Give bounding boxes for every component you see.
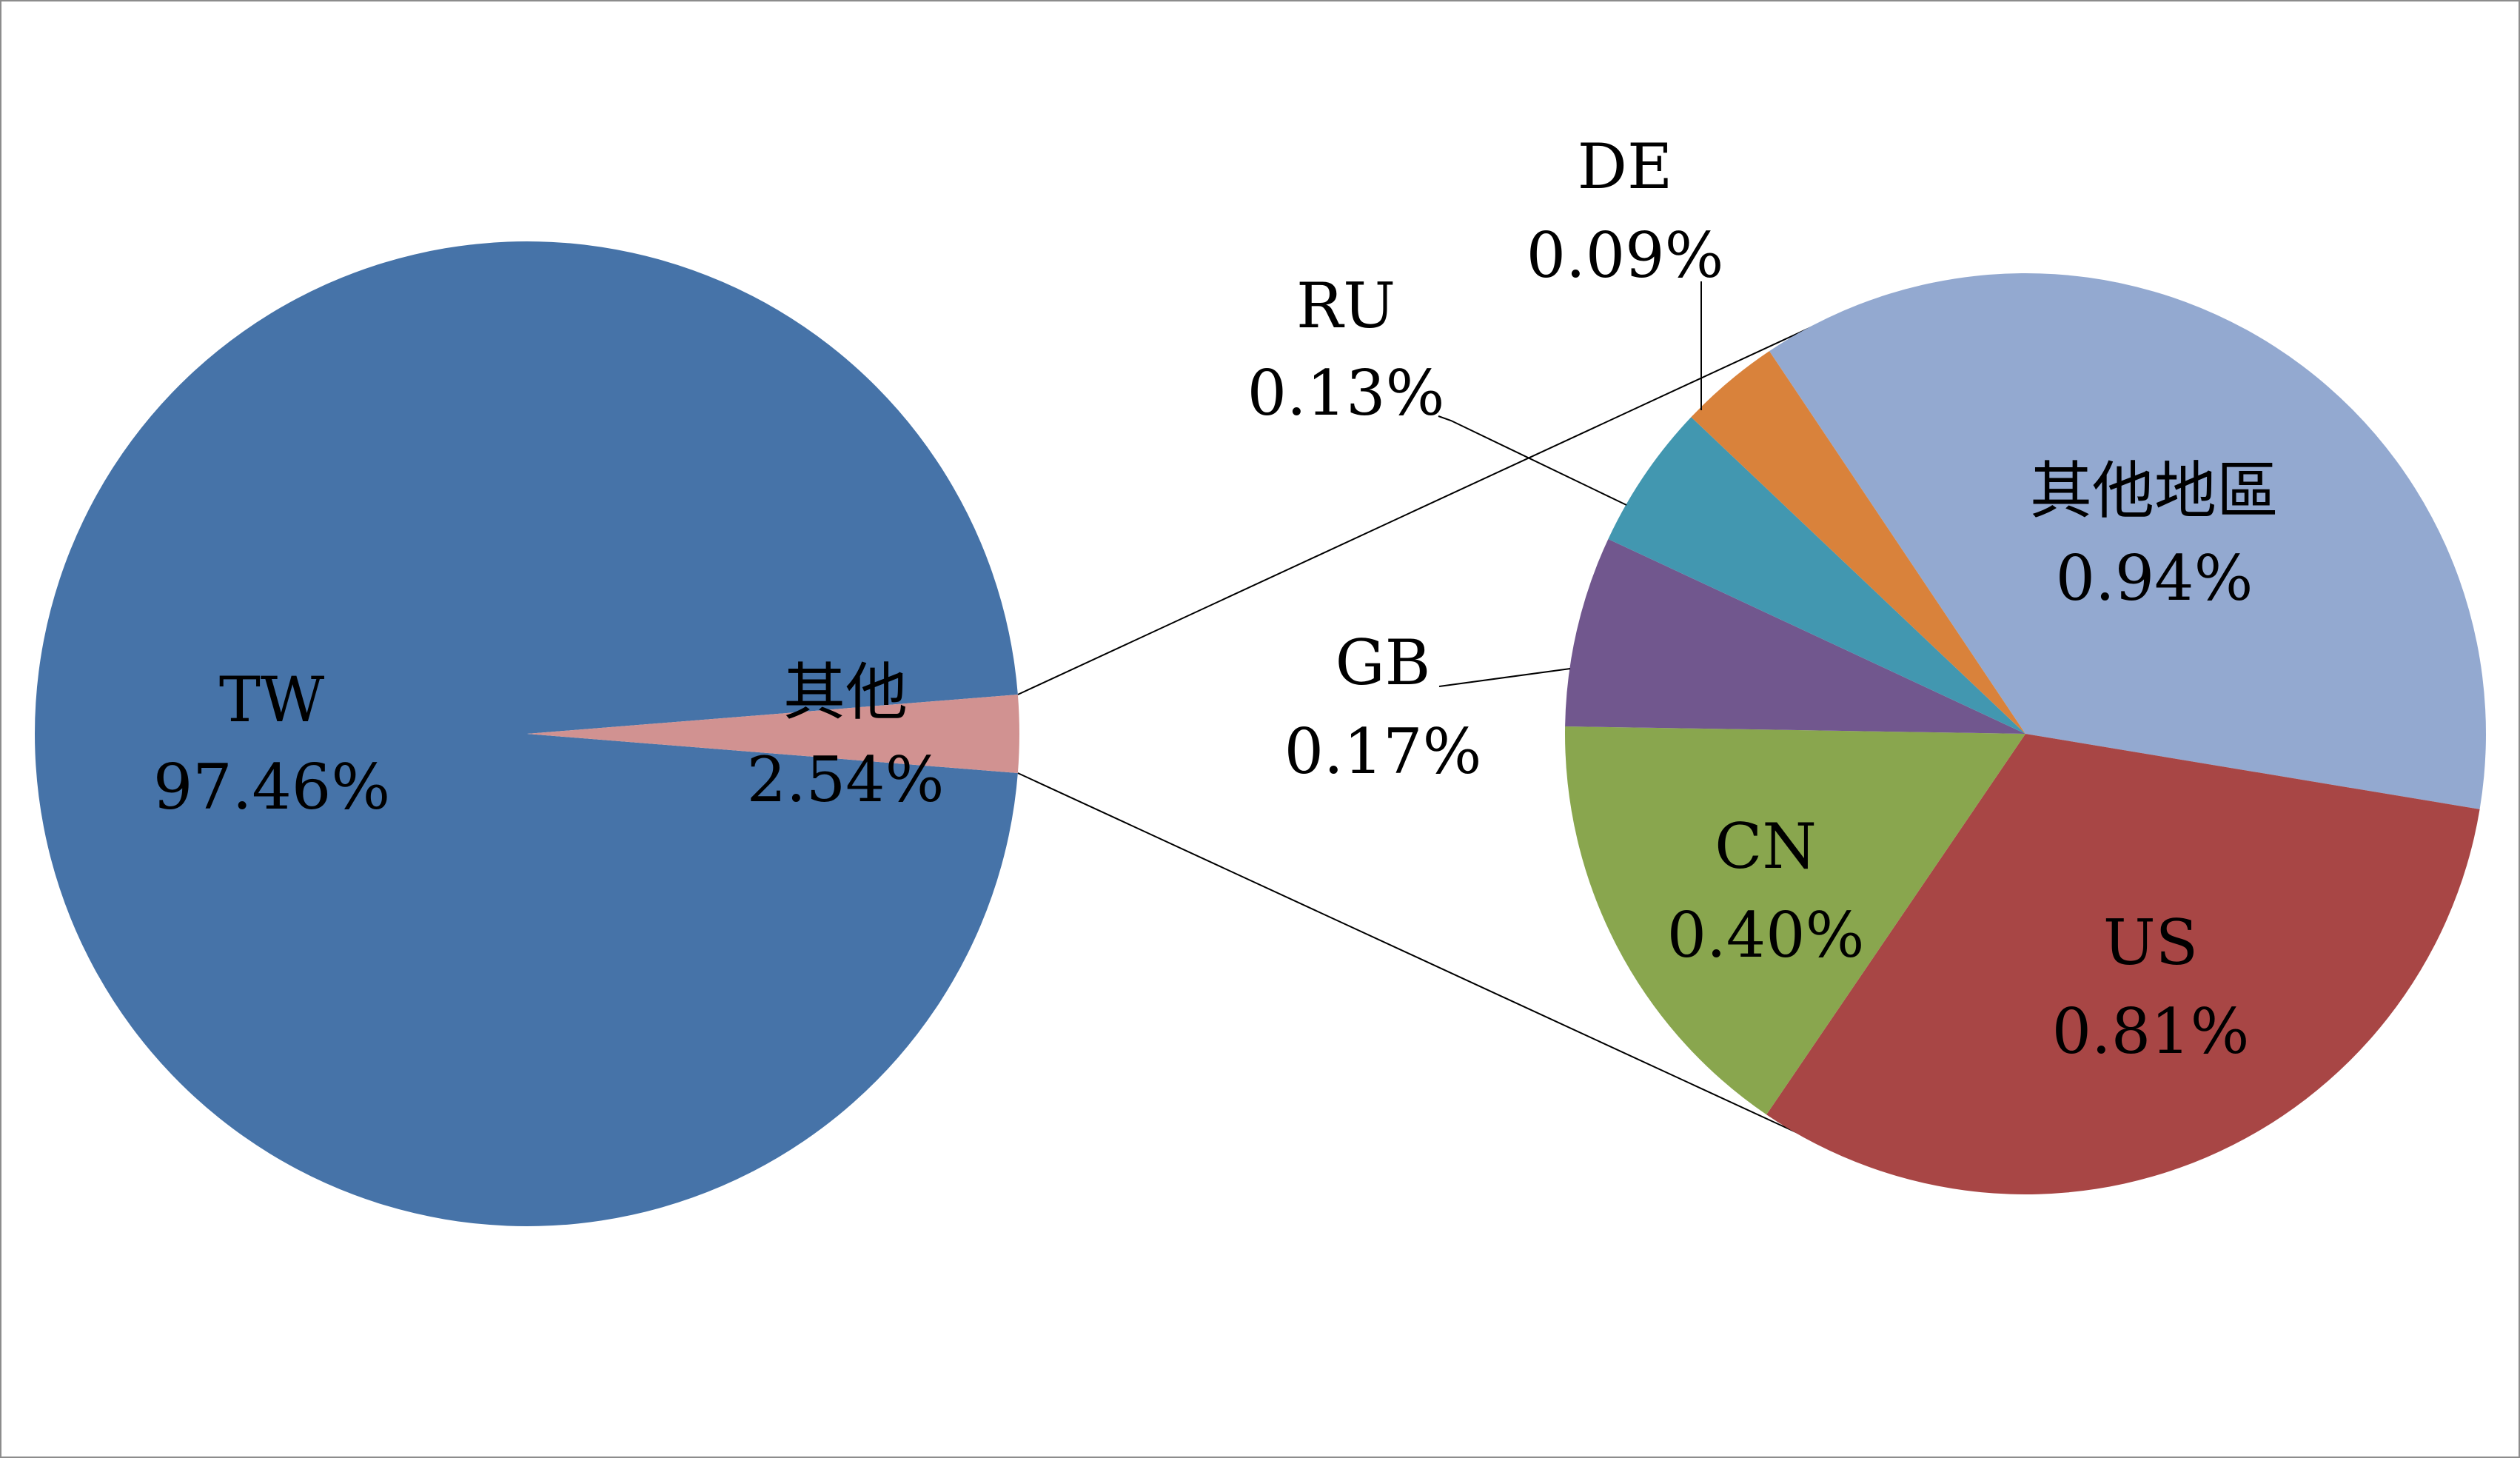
leader-line-ru bbox=[1438, 415, 1627, 506]
label-name-de: DE bbox=[1578, 130, 1673, 203]
label-name-cn: CN bbox=[1715, 810, 1817, 883]
label-value-gb: 0.17% bbox=[1284, 715, 1482, 788]
slice-gb bbox=[1565, 538, 2025, 734]
slice-other-source bbox=[527, 694, 1019, 774]
data-labels: TW 97.46% 其他 2.54% 其他地區 0.94% US 0.81% CN 0.40% GB… bbox=[153, 130, 2279, 1068]
label-name-tw: TW bbox=[219, 663, 325, 736]
connector-line-top bbox=[1017, 318, 1831, 695]
connector-line-bottom bbox=[1017, 772, 1837, 1151]
slice-de bbox=[1691, 351, 2025, 734]
label-name-gb: GB bbox=[1336, 626, 1431, 699]
label-value-other-0: 0.94% bbox=[2056, 542, 2253, 615]
slice-tw bbox=[34, 241, 1018, 1226]
label-value-us: 0.81% bbox=[2052, 995, 2250, 1068]
label-value-cn: 0.40% bbox=[1667, 899, 1865, 972]
slice-us bbox=[1766, 734, 2480, 1195]
label-value-tw: 97.46% bbox=[153, 751, 390, 823]
leader-lines bbox=[1438, 281, 1702, 687]
label-value-other-source: 2.54% bbox=[747, 743, 945, 816]
label-value-de: 0.09% bbox=[1527, 219, 1724, 292]
label-name-ru: RU bbox=[1296, 270, 1395, 342]
secondary-pie bbox=[1564, 272, 2487, 1195]
slice-ru bbox=[1608, 417, 2025, 734]
label-name-other-source: 其他 bbox=[783, 656, 908, 729]
label-name-other-0: 其他地區 bbox=[2030, 455, 2279, 527]
slice-cn bbox=[1564, 726, 2025, 1115]
main-pie bbox=[34, 241, 1019, 1226]
slice-other-0 bbox=[1769, 272, 2487, 809]
connector-lines bbox=[1017, 318, 1837, 1151]
leader-line-gb bbox=[1438, 668, 1571, 687]
label-name-us: US bbox=[2103, 906, 2198, 979]
label-value-ru: 0.13% bbox=[1247, 357, 1445, 429]
